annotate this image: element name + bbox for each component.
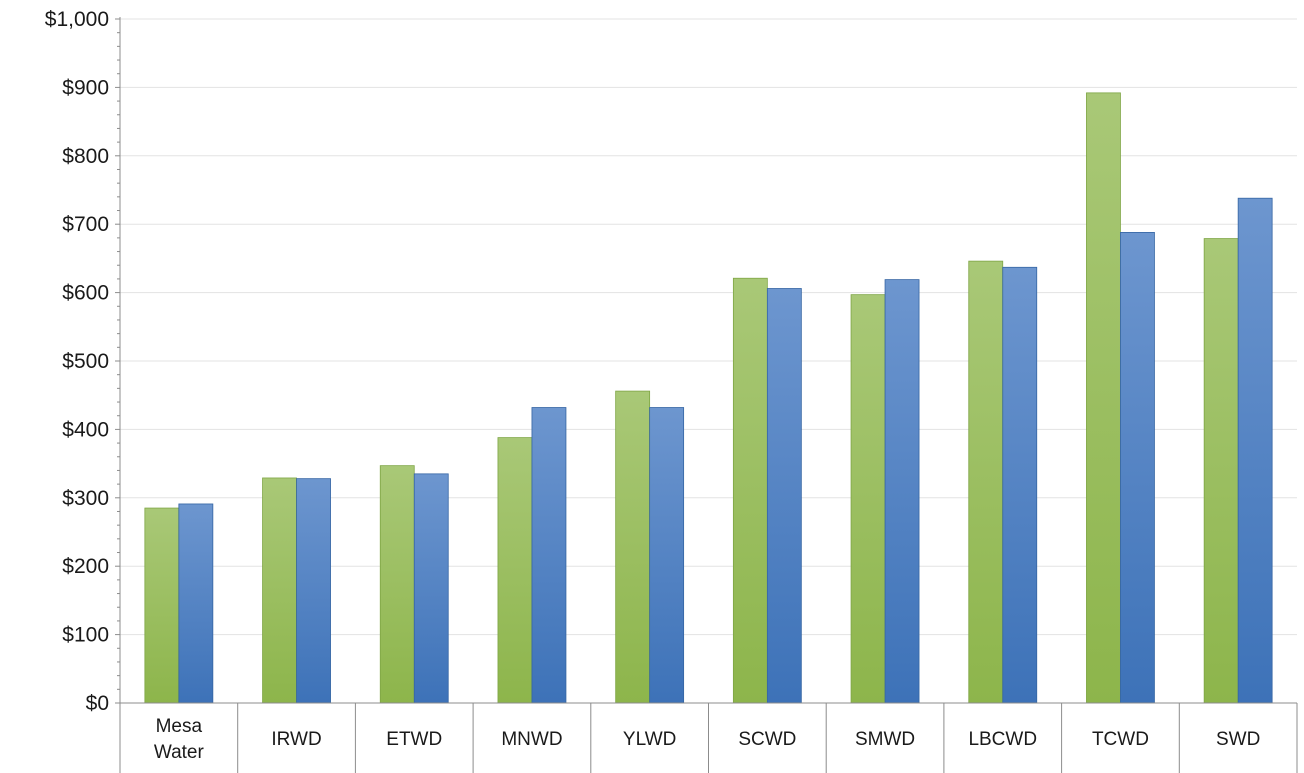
x-category-label: SCWD (738, 729, 796, 750)
x-category-label: SWD (1216, 729, 1260, 750)
bar-tcwd-series-1 (1086, 92, 1121, 704)
bar-lbcwd-series-1 (968, 260, 1004, 704)
bar-smwd-series-1 (850, 294, 886, 704)
x-category-label: IRWD (271, 729, 321, 750)
y-tick-label: $600 (62, 282, 109, 305)
bar-scwd-series-2 (766, 288, 802, 704)
bar-scwd-series-1 (732, 277, 768, 704)
y-tick-label: $0 (86, 692, 109, 715)
bar-mnwd-series-2 (531, 407, 567, 704)
x-category-labels: Mesa Water IRWD ETWD MNWD YLWD SCWD SMWD LBCWD TC… (154, 716, 1260, 763)
bar-etwd-series-2 (413, 473, 449, 704)
x-category-label: TCWD (1092, 729, 1149, 750)
bar-ylwd-series-1 (615, 390, 651, 704)
y-tick-label: $300 (62, 487, 109, 510)
bar-mesa-water-series-2 (178, 503, 214, 704)
bar-smwd-series-2 (884, 279, 920, 704)
y-tick-label: $900 (62, 76, 109, 99)
bar-mnwd-series-1 (497, 437, 533, 704)
y-tick-label: $700 (62, 213, 109, 236)
bars (144, 92, 1273, 704)
y-tick-label: $800 (62, 145, 109, 168)
bar-lbcwd-series-2 (1002, 266, 1038, 704)
x-category-label: YLWD (623, 729, 676, 750)
x-category-label: SMWD (855, 729, 915, 750)
bar-mesa-water-series-1 (144, 507, 180, 704)
bar-irwd-series-1 (262, 477, 297, 704)
y-tick-label: $100 (62, 624, 109, 647)
y-tick-labels: $0 $100 $200 $300 $400 $500 $600 $700 $800 $900 $1… (45, 8, 109, 715)
bar-irwd-series-2 (296, 478, 331, 704)
bar-tcwd-series-2 (1120, 232, 1155, 704)
x-category-label: MNWD (501, 729, 562, 750)
y-tick-label: $200 (62, 555, 109, 578)
bar-etwd-series-1 (379, 465, 415, 704)
y-tick-label: $1,000 (45, 8, 109, 31)
y-tick-label: $500 (62, 350, 109, 373)
bar-swd-series-2 (1237, 197, 1273, 704)
axes (115, 17, 1298, 773)
bar-ylwd-series-2 (649, 407, 685, 704)
x-category-label: Mesa Water (154, 716, 205, 763)
x-category-label: ETWD (386, 729, 442, 750)
x-category-label: LBCWD (968, 729, 1037, 750)
y-tick-label: $400 (62, 418, 109, 441)
bar-swd-series-1 (1203, 238, 1239, 704)
